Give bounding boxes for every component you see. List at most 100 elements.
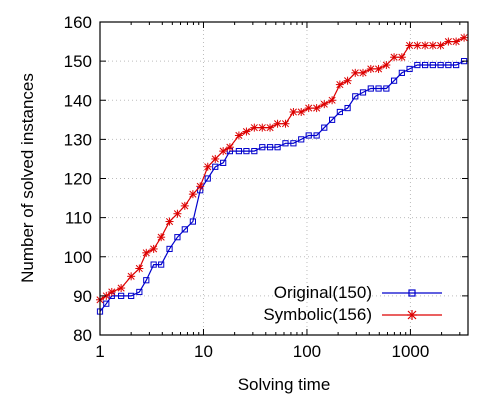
data-point [281, 119, 290, 128]
data-point [437, 61, 444, 69]
data-point [136, 288, 143, 296]
data-point [259, 144, 266, 151]
y-tick-label: 160 [64, 13, 92, 32]
data-point [375, 85, 382, 92]
data-point [405, 41, 414, 50]
data-point [234, 131, 243, 140]
data-point [429, 61, 436, 69]
data-point [414, 61, 421, 69]
series-original [96, 58, 468, 315]
series-symbolic [96, 33, 469, 304]
y-tick-label: 90 [73, 287, 92, 306]
data-point [453, 61, 460, 69]
legend: Original(150) Symbolic(156) [263, 283, 442, 324]
data-point [196, 182, 205, 191]
data-point [173, 209, 182, 218]
data-point [166, 245, 173, 253]
data-point [352, 93, 359, 100]
y-tick-label: 140 [64, 91, 92, 110]
data-point [103, 300, 110, 307]
data-point [243, 148, 250, 155]
data-point [452, 37, 461, 46]
data-point [304, 104, 313, 113]
data-point [297, 107, 306, 116]
data-point [366, 64, 375, 73]
data-point [428, 41, 437, 50]
data-point [406, 65, 413, 73]
data-point [174, 234, 181, 241]
data-point [142, 248, 151, 257]
data-point [203, 162, 212, 171]
data-point [320, 100, 329, 109]
data-point [343, 76, 352, 85]
data-point [219, 147, 228, 156]
y-tick-label: 130 [64, 130, 92, 149]
data-point [445, 61, 452, 69]
data-point [374, 64, 383, 73]
legend-label-symbolic: Symbolic(156) [263, 305, 372, 324]
data-point [143, 277, 150, 284]
data-point [289, 107, 298, 116]
data-point [225, 143, 234, 152]
data-point [189, 218, 196, 225]
data-point [188, 190, 197, 199]
data-point [312, 104, 321, 113]
data-point [204, 175, 211, 182]
y-axis-label: Number of solved instances [18, 73, 37, 283]
data-point [397, 53, 406, 62]
data-point [413, 41, 422, 50]
data-point [321, 124, 328, 131]
data-point [165, 217, 174, 226]
plot-area [96, 33, 469, 315]
data-point [290, 140, 297, 147]
y-tick-label: 150 [64, 52, 92, 71]
data-point [436, 41, 445, 50]
series-line [99, 60, 465, 312]
data-point [344, 104, 351, 112]
data-point [351, 68, 360, 77]
x-tick-label: 1000 [392, 342, 430, 361]
y-tick-label: 100 [64, 248, 92, 267]
data-point [382, 61, 391, 70]
data-point [398, 69, 405, 76]
data-point [212, 163, 219, 170]
data-point [358, 68, 367, 77]
legend-label-original: Original(150) [274, 283, 372, 302]
data-point [390, 77, 398, 84]
legend-marker-original [408, 289, 416, 297]
data-point [336, 108, 343, 116]
data-point [250, 123, 259, 132]
data-point [329, 116, 336, 123]
y-tick-label: 110 [65, 209, 92, 228]
data-point [127, 272, 136, 281]
data-point [211, 154, 220, 163]
legend-marker-symbolic [407, 310, 417, 320]
x-tick-label: 100 [293, 342, 321, 361]
data-point [107, 287, 116, 296]
data-point [149, 244, 158, 253]
data-point [220, 159, 227, 166]
data-point [274, 144, 281, 151]
x-axis-label: Solving time [238, 375, 331, 394]
data-point [305, 132, 312, 139]
data-point [235, 148, 243, 155]
data-point [128, 292, 135, 299]
data-point [422, 61, 429, 69]
y-tick-label: 80 [73, 326, 92, 345]
data-point [298, 136, 305, 143]
data-point [258, 123, 267, 132]
data-point [313, 132, 320, 139]
data-point [266, 144, 274, 151]
data-point [444, 37, 453, 46]
data-point [390, 53, 399, 62]
data-point [266, 123, 275, 132]
data-point [118, 292, 125, 299]
data-point [150, 261, 157, 268]
data-point [242, 127, 251, 136]
data-point [180, 201, 189, 210]
data-point [367, 85, 374, 92]
data-point [328, 96, 337, 105]
data-point [251, 148, 258, 155]
